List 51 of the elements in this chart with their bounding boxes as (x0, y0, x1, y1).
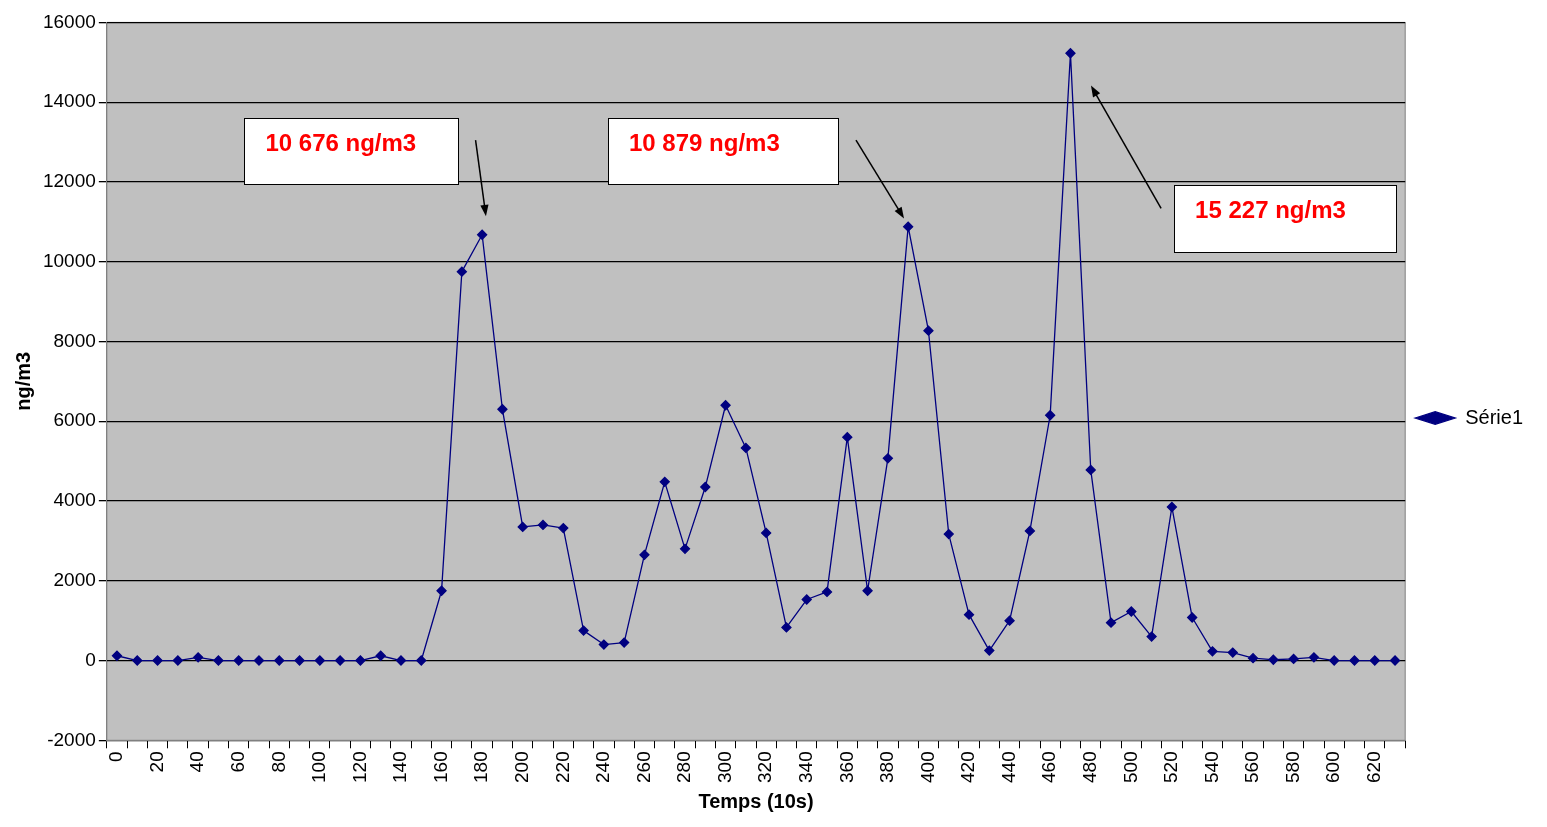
y-tick-label: 8000 (53, 329, 96, 351)
x-tick-label: 40 (186, 751, 208, 773)
y-tick-label: -2000 (47, 728, 96, 750)
y-tick-label: 12000 (42, 170, 96, 192)
x-tick-label: 320 (754, 751, 776, 783)
annotation: 10 676 ng/m3 (265, 128, 417, 156)
y-axis-title: ng/m3 (11, 351, 34, 411)
x-tick-label: 440 (997, 751, 1019, 783)
x-tick-label: 560 (1241, 751, 1263, 783)
x-tick-label: 600 (1322, 751, 1344, 783)
x-tick-label: 0 (105, 751, 127, 762)
y-tick-label: 4000 (53, 489, 96, 511)
legend-label: Série1 (1465, 405, 1523, 428)
x-tick-label: 280 (673, 751, 695, 783)
x-tick-label: 340 (794, 751, 816, 783)
x-axis-title: Temps (10s) (698, 789, 814, 812)
x-tick-label: 500 (1119, 751, 1141, 783)
x-tick-label: 220 (551, 751, 573, 783)
y-tick-label: 2000 (53, 569, 96, 590)
x-tick-label: 200 (510, 751, 532, 783)
annotation: 10 879 ng/m3 (628, 128, 780, 156)
y-tick-label: 16000 (42, 10, 96, 32)
x-tick-label: 420 (957, 751, 979, 783)
x-tick-label: 20 (145, 751, 167, 773)
callout-box: 15 227 ng/m3 (1174, 185, 1398, 253)
x-tick-label: 160 (429, 751, 451, 783)
annotation: 15 227 ng/m3 (1195, 196, 1346, 224)
y-tick-label: 0 (85, 648, 96, 670)
y-tick-label: 14000 (42, 90, 96, 112)
x-tick-label: 580 (1281, 751, 1303, 783)
x-tick-label: 540 (1200, 751, 1222, 783)
x-tick-label: 460 (1038, 751, 1060, 783)
callout-box: 10 879 ng/m3 (608, 117, 840, 186)
y-tick-label: 10000 (42, 249, 96, 271)
x-tick-label: 520 (1160, 751, 1182, 783)
x-tick-label: 360 (835, 751, 857, 783)
x-tick-label: 100 (308, 751, 330, 783)
x-tick-label: 380 (876, 751, 898, 783)
x-tick-label: 180 (470, 751, 492, 783)
x-tick-label: 80 (267, 751, 289, 773)
y-tick-label: 6000 (53, 409, 96, 431)
x-tick-label: 60 (226, 751, 248, 773)
x-tick-label: 480 (1078, 751, 1100, 783)
x-tick-label: 120 (348, 751, 370, 783)
x-tick-label: 260 (632, 751, 654, 783)
x-tick-label: 300 (713, 751, 735, 783)
x-tick-label: 240 (592, 751, 614, 783)
callout-box: 10 676 ng/m3 (244, 117, 459, 186)
x-tick-label: 140 (389, 751, 411, 783)
x-tick-label: 400 (916, 751, 938, 783)
x-tick-label: 620 (1362, 751, 1384, 783)
